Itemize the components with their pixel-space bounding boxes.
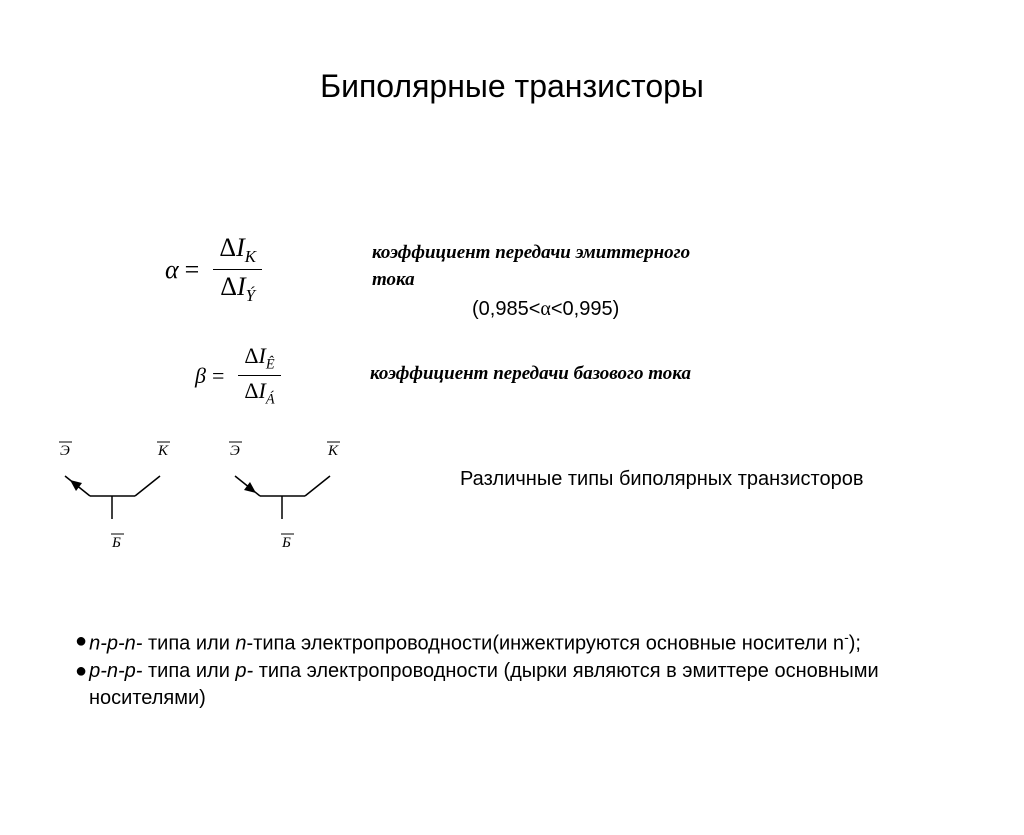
alpha-range-close: <0,995) — [551, 298, 619, 320]
b2-c: p- — [235, 660, 253, 682]
alpha-num-delta: Δ — [219, 233, 236, 262]
page-title: Биполярные транзисторы — [0, 68, 1024, 105]
svg-text:Э: Э — [230, 443, 240, 459]
b2-b: типа или — [142, 660, 235, 682]
beta-num-delta: Δ — [244, 343, 258, 368]
b1-a: n-p-n- — [89, 633, 142, 655]
alpha-formula: α = ΔIK ΔIÝ — [165, 233, 262, 306]
beta-den-i: I — [259, 378, 266, 403]
alpha-fraction: ΔIK ΔIÝ — [213, 233, 262, 306]
svg-text:К: К — [327, 443, 339, 459]
beta-formula: β = ΔIÊ ΔIÁ — [195, 343, 281, 409]
alpha-den-sub: Ý — [246, 286, 255, 305]
beta-num-sub: Ê — [266, 356, 275, 372]
alpha-equals: = — [185, 255, 200, 285]
types-label: Различные типы биполярных транзисторов — [460, 468, 863, 491]
alpha-range: (0,985<α<0,995) — [472, 298, 619, 321]
alpha-num-i: I — [236, 233, 245, 262]
beta-symbol: β — [195, 363, 206, 389]
b1-e: ); — [849, 633, 861, 655]
beta-num-i: I — [259, 343, 266, 368]
svg-text:Б: Б — [111, 535, 121, 551]
bullet-2-cont: носителями) — [75, 685, 975, 712]
beta-label: коэффициент передачи базового тока — [370, 363, 691, 385]
b1-c: n — [235, 633, 246, 655]
beta-fraction: ΔIÊ ΔIÁ — [238, 343, 280, 409]
svg-text:Э: Э — [60, 443, 70, 459]
svg-text:Б: Б — [281, 535, 291, 551]
bullet-1: ● n-p-n- типа или n-типа электропроводно… — [75, 628, 975, 658]
beta-den-delta: Δ — [244, 378, 258, 403]
b2-a: p-n-p- — [89, 660, 142, 682]
b2-d: типа электропроводности (дырки являются … — [253, 660, 879, 682]
alpha-symbol: α — [165, 255, 179, 285]
alpha-label: коэффициент передачи эмиттерного тока — [372, 240, 732, 293]
b1-d: -типа электропроводности(инжектируются о… — [247, 633, 845, 655]
bullet-2: ● p-n-p- типа или p- типа электропроводн… — [75, 658, 975, 685]
beta-den-sub: Á — [266, 392, 275, 408]
alpha-range-open: (0,985< — [472, 298, 540, 320]
transistor-symbols: Э К Б Э К Б — [50, 441, 380, 566]
transistor-symbols-svg: Э К Б Э К Б — [50, 441, 380, 561]
bullet-dot-2: ● — [75, 658, 87, 685]
alpha-den-i: I — [237, 272, 246, 301]
bullet-list: ● n-p-n- типа или n-типа электропроводно… — [75, 628, 975, 712]
alpha-num-sub: K — [245, 247, 256, 266]
alpha-den-delta: Δ — [220, 272, 237, 301]
bullet-dot-1: ● — [75, 628, 87, 658]
b2-e: носителями) — [89, 687, 206, 709]
svg-text:К: К — [157, 443, 169, 459]
beta-equals: = — [212, 363, 224, 389]
b1-b: типа или — [142, 633, 235, 655]
alpha-range-sym: α — [540, 298, 550, 320]
